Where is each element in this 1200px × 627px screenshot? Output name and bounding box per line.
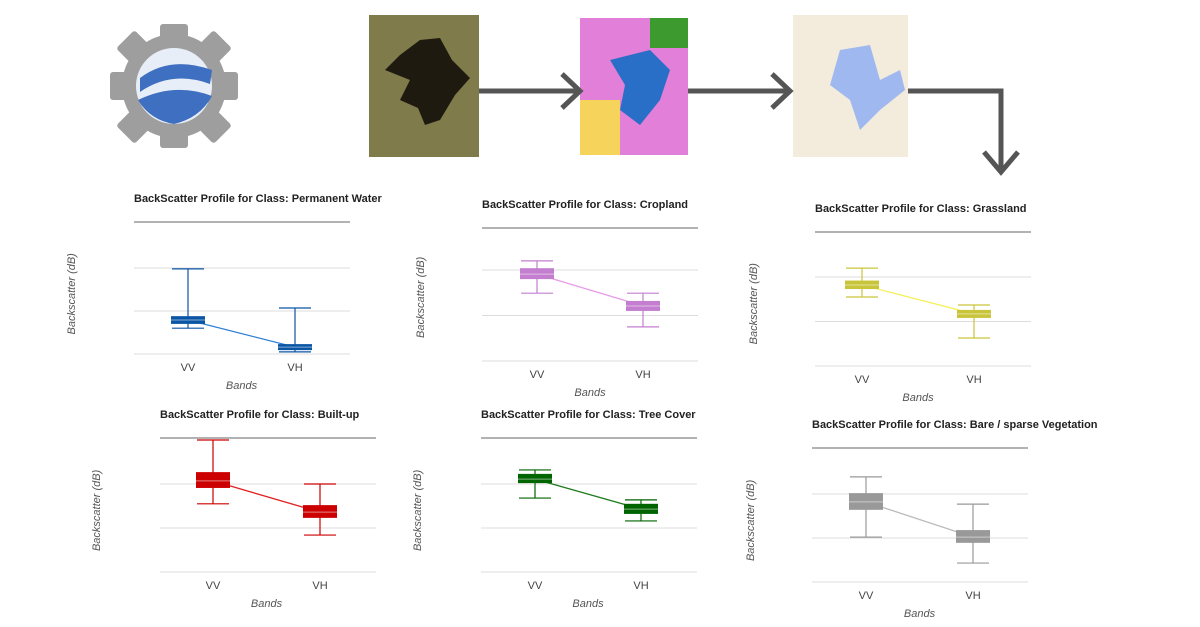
y-axis-label: Backscatter (dB) [415, 256, 427, 338]
x-tick-label: VV [859, 590, 874, 602]
x-tick-label: VH [635, 369, 650, 381]
median-line [212, 480, 321, 513]
x-axis-label: Bands [572, 598, 604, 610]
y-axis-label: Backscatter (dB) [748, 263, 760, 345]
median-line [861, 284, 975, 315]
x-tick-label: VV [206, 580, 221, 592]
median-line [534, 478, 642, 510]
x-axis-label: Bands [226, 380, 258, 392]
chart-title: BackScatter Profile for Class: Grassland [815, 203, 1027, 215]
samples-thumbnail [793, 15, 908, 157]
median-line [865, 501, 974, 538]
chart-title: BackScatter Profile for Class: Bare / sp… [812, 419, 1098, 431]
x-tick-label: VH [966, 374, 981, 386]
y-axis-label: Backscatter (dB) [412, 469, 424, 551]
box [956, 530, 990, 543]
y-axis-label: Backscatter (dB) [745, 479, 757, 561]
x-tick-label: VV [181, 362, 196, 374]
median-line [187, 319, 296, 348]
x-tick-label: VH [287, 362, 302, 374]
y-axis-label: Backscatter (dB) [66, 253, 78, 335]
box [196, 472, 230, 488]
x-tick-label: VV [530, 369, 545, 381]
x-tick-label: VH [965, 590, 980, 602]
x-axis-label: Bands [251, 598, 283, 610]
median-line [536, 273, 644, 307]
x-tick-label: VH [633, 580, 648, 592]
x-axis-label: Bands [902, 392, 934, 404]
arrows [479, 72, 1020, 176]
chart-title: BackScatter Profile for Class: Built-up [160, 409, 360, 421]
x-axis-label: Bands [904, 608, 936, 620]
y-axis-label: Backscatter (dB) [91, 469, 103, 551]
x-tick-label: VH [312, 580, 327, 592]
chart-title: BackScatter Profile for Class: Permanent… [134, 193, 383, 205]
box [518, 473, 552, 484]
x-tick-label: VV [855, 374, 870, 386]
chart-title: BackScatter Profile for Class: Tree Cove… [481, 409, 696, 421]
x-tick-label: VV [528, 580, 543, 592]
chart-title: BackScatter Profile for Class: Cropland [482, 199, 688, 211]
x-axis-label: Bands [574, 387, 606, 399]
logo [110, 24, 238, 148]
box [303, 505, 337, 518]
map-thumbnail [369, 15, 479, 157]
classified-thumbnail [580, 18, 688, 155]
